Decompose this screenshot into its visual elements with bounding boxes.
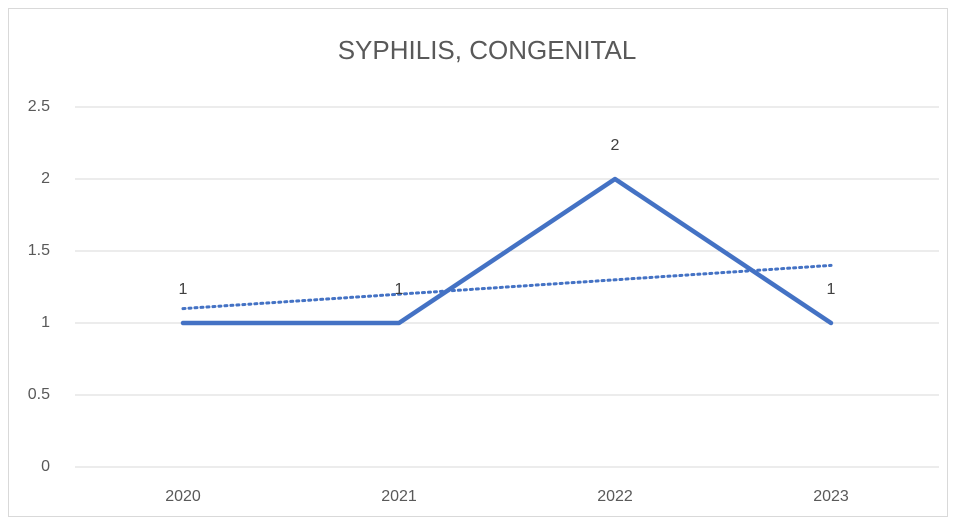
x-tick-label: 2022 — [597, 488, 633, 505]
chart-border — [8, 8, 948, 517]
y-tick-label: 0 — [41, 458, 50, 475]
data-line — [180, 176, 834, 326]
x-tick-label: 2020 — [165, 488, 201, 505]
chart-title: SYPHILIS, CONGENITAL — [338, 35, 637, 65]
y-tick-label: 2.5 — [28, 98, 50, 115]
x-tick-label: 2023 — [813, 488, 849, 505]
x-tick-label: 2021 — [381, 488, 417, 505]
data-label: 1 — [179, 281, 188, 298]
trendline — [181, 263, 833, 311]
y-tick-label: 0.5 — [28, 386, 50, 403]
data-label: 2 — [611, 137, 620, 154]
y-tick-label: 2 — [41, 170, 50, 187]
data-label: 1 — [827, 281, 836, 298]
y-tick-label: 1 — [41, 314, 50, 331]
y-tick-label: 1.5 — [28, 242, 50, 259]
data-label: 1 — [395, 281, 404, 298]
